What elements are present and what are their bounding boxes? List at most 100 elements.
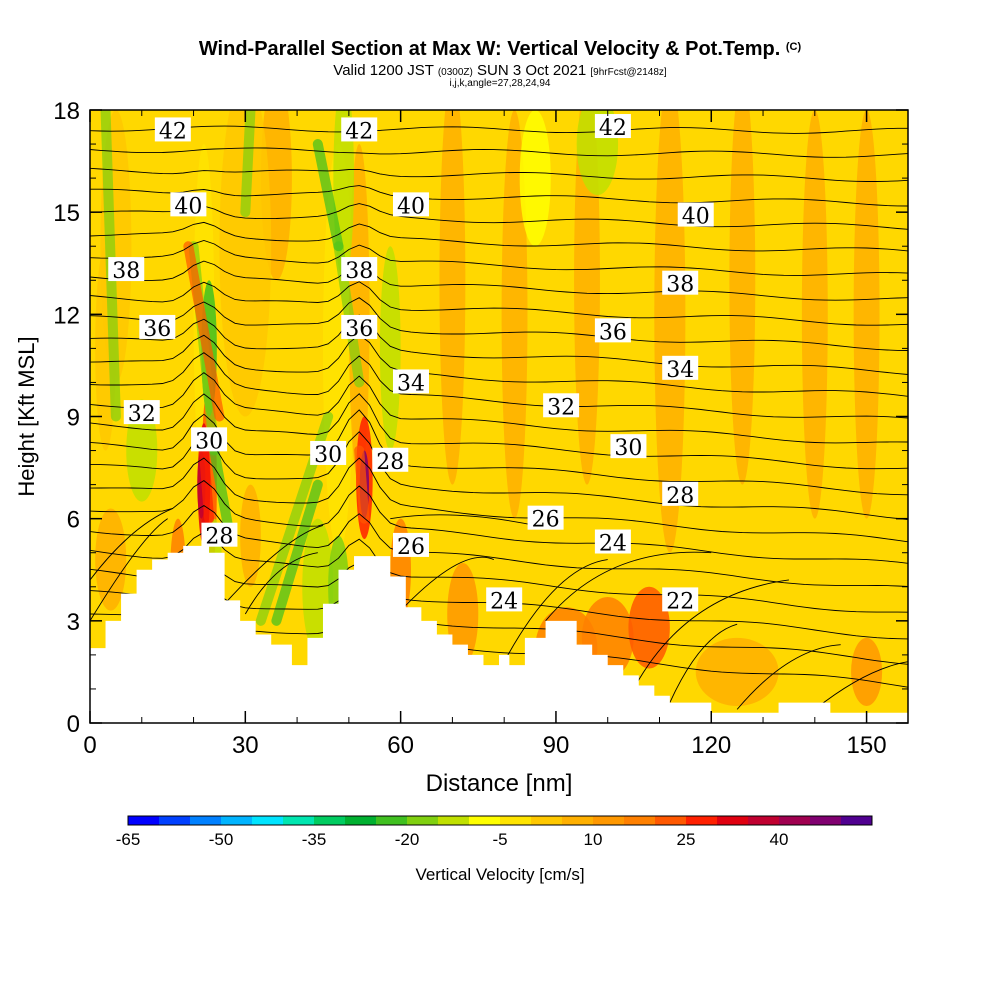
theta-contour-line (90, 281, 908, 326)
contour-label: 28 (372, 447, 409, 475)
contour-label: 40 (392, 192, 429, 219)
colorbar-swatch (562, 816, 594, 825)
velocity-shading (219, 110, 272, 417)
theta-contour-line (90, 372, 908, 444)
theta-contour-line (669, 623, 738, 703)
x-tick-label: 120 (691, 732, 731, 759)
velocity-shading (695, 637, 779, 706)
contour-label: 32 (123, 400, 160, 427)
colorbar-swatch (841, 816, 873, 825)
theta-contour-line (90, 240, 908, 276)
copyright-mark: (C) (785, 41, 802, 53)
theta-contour-line (90, 110, 766, 111)
velocity-shading (576, 110, 619, 196)
colorbar-swatch (376, 816, 408, 825)
colorbar-swatch (159, 816, 191, 825)
contour-label: 36 (139, 314, 176, 342)
valid-utc: (0300Z) (437, 67, 473, 78)
contour-label: 28 (201, 522, 238, 550)
velocity-shading (729, 110, 756, 485)
velocity-shading (447, 562, 479, 666)
y-tick-label: 12 (53, 302, 80, 329)
colorbar-swatch (686, 816, 718, 825)
theta-contour-line (90, 334, 908, 397)
colorbar-tick-label: -20 (395, 830, 420, 849)
grid-info: i,j,k,angle=27,28,24,94 (449, 78, 551, 89)
theta-contour-line (400, 556, 495, 611)
theta-contour-line (90, 185, 908, 207)
contour-label-text: 38 (112, 259, 140, 284)
contour-label: 24 (594, 529, 631, 557)
contour-label-text: 34 (397, 371, 425, 396)
contour-label-text: 30 (314, 443, 342, 468)
contour-label-bg (154, 117, 191, 142)
contour-label: 38 (341, 257, 378, 284)
contour-label-text: 28 (376, 450, 404, 475)
valid-time: Valid 1200 JST (333, 62, 434, 79)
colorbar-swatch (748, 816, 780, 825)
theta-contour-line (90, 314, 908, 375)
contour-label-text: 40 (397, 194, 425, 219)
colorbar-tick-label: -50 (209, 830, 234, 849)
contour-label-bg (677, 202, 714, 227)
contour-label-bg (610, 434, 647, 459)
x-tick-label: 150 (847, 732, 887, 759)
colorbar-swatch (128, 816, 160, 825)
colorbar-swatch (190, 816, 222, 825)
contour-label-text: 34 (666, 358, 694, 383)
contour-label: 38 (662, 270, 699, 298)
contour-label-bg (341, 257, 378, 282)
contour-label-text: 36 (599, 320, 627, 345)
velocity-streak (198, 445, 215, 524)
contour-label-bg (594, 529, 631, 554)
x-tick-label: 30 (232, 732, 259, 759)
contour-label-text: 22 (666, 589, 694, 614)
contour-label: 34 (662, 355, 699, 383)
y-tick-label: 9 (67, 405, 80, 432)
velocity-streak (354, 445, 370, 524)
theta-contour-line (814, 661, 908, 710)
contour-label-text: 40 (174, 194, 202, 219)
colorbar-swatch (221, 816, 253, 825)
theta-contour-line (90, 167, 908, 182)
theta-contour-line (90, 431, 908, 520)
velocity-shading (801, 110, 828, 519)
contour-label: 40 (170, 192, 207, 219)
theta-contour-line (90, 297, 908, 351)
theta-contour-line (90, 393, 908, 470)
theta-contour-line (90, 352, 908, 419)
contour-label-bg (662, 481, 699, 506)
velocity-shading (574, 110, 600, 485)
y-tick-label: 6 (67, 507, 80, 534)
contour-label: 26 (527, 505, 564, 533)
contour-label: 34 (392, 369, 429, 396)
contour-label-bg (543, 393, 580, 418)
contour-label: 42 (341, 117, 378, 144)
contour-label-text: 36 (143, 317, 171, 342)
contour-label-bg (486, 587, 523, 612)
y-tick-label: 0 (67, 711, 80, 738)
contour-label-bg (662, 270, 699, 295)
colorbar-tick-label: 40 (770, 830, 789, 849)
colorbar-swatch (779, 816, 811, 825)
contour-label: 30 (610, 434, 647, 461)
velocity-streak (240, 110, 256, 218)
contour-label: 26 (392, 532, 429, 560)
velocity-shading (519, 110, 551, 247)
colorbar-swatch (655, 816, 687, 825)
contour-label-bg (594, 114, 631, 139)
velocity-shading (240, 484, 261, 587)
contour-label-bg (527, 505, 564, 530)
colorbar-tick-label: 25 (677, 830, 696, 849)
contour-label-text: 38 (345, 259, 373, 284)
colorbar-swatch (469, 816, 501, 825)
theta-contour-line (390, 514, 536, 526)
theta-contour-line (633, 579, 789, 690)
contour-label-text: 30 (614, 436, 642, 461)
colorbar-tick-label: -65 (116, 830, 141, 849)
contour-label-text: 26 (532, 508, 560, 533)
x-tick-label: 0 (83, 732, 96, 759)
y-tick-label: 18 (53, 98, 80, 125)
colorbar-swatch (624, 816, 656, 825)
contour-label-bg (341, 314, 378, 339)
